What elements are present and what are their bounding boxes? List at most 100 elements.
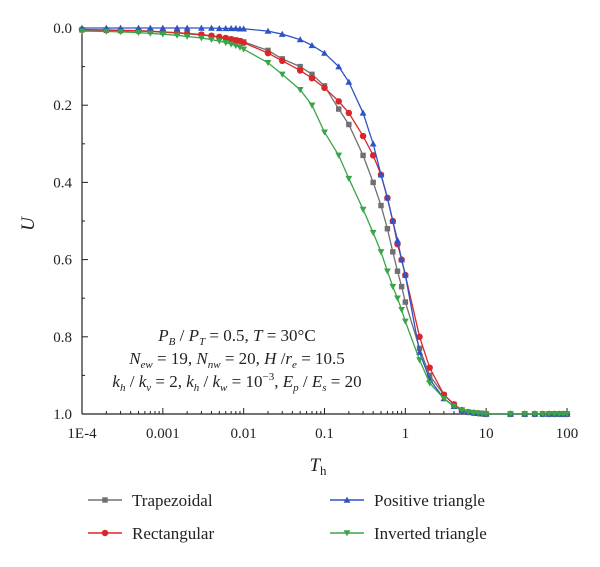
data-point [279,57,286,65]
data-point [159,24,167,31]
legend-label: Inverted triangle [374,524,487,543]
data-point [135,29,142,37]
x-tick-label: 100 [556,426,579,442]
data-point [345,78,353,85]
y-tick-label: 0.2 [53,98,72,114]
x-tick-label: 0.1 [315,426,334,442]
data-point [563,411,571,418]
y-tick-label: 0.6 [53,253,72,269]
data-point [507,411,514,418]
data-point [308,74,316,82]
data-point [369,140,377,147]
data-point [309,71,315,78]
x-axis-title-main: T [309,455,321,476]
data-point [384,268,391,275]
data-point [369,152,377,159]
legend-item-inverted-triangle: Inverted triangle [330,524,487,543]
data-point [146,30,154,37]
legend-marker [343,530,351,537]
data-point [394,268,401,274]
data-point [240,39,247,46]
data-point [321,84,328,92]
data-point [416,357,423,364]
legend-item-rectangular: Rectangular [88,524,214,543]
legend-marker [102,497,108,503]
legend-marker [343,496,351,503]
data-point [278,30,286,37]
data-point [296,87,304,94]
data-point [222,34,229,42]
legend-label: Positive triangle [374,491,485,510]
data-point [416,348,423,355]
data-point [531,411,539,418]
data-point [450,403,458,410]
data-point [208,24,215,31]
data-point [335,98,342,105]
data-point [117,29,124,36]
data-point [384,226,391,232]
data-point [296,67,304,74]
data-point [401,271,409,278]
data-point [336,106,342,112]
data-point [402,299,409,305]
y-axis-title: U [18,216,39,231]
data-point [335,152,343,159]
data-point [222,24,230,32]
data-point [390,249,396,255]
data-point [222,39,230,47]
data-point [398,256,406,263]
data-point [359,109,367,116]
data-point [346,121,352,128]
data-point [102,28,110,35]
data-point [232,24,240,32]
x-tick-label: 0.01 [231,426,257,442]
data-point [398,307,406,314]
data-point [378,202,384,209]
data-point [308,41,316,49]
data-point [232,43,240,50]
data-point [308,102,316,109]
data-point [521,411,529,418]
series-inverted-triangle [78,28,571,418]
x-axis-title-sub: h [320,463,327,478]
data-point [426,380,434,387]
annotation-line-1: PB / PT = 0.5, T = 30°C [157,326,315,348]
y-tick-label: 0.0 [53,21,72,37]
data-point [264,49,272,57]
annotation-line-2: New = 19, Nnw = 20, H /re = 10.5 [128,349,345,371]
legend-marker [101,529,109,537]
annotation-line-3: kh / kv = 2, kh / kw = 10−3, Ep / Es = 2… [112,371,361,394]
data-point [321,129,328,136]
data-point [389,283,397,291]
data-point [173,32,181,39]
data-point [370,179,376,186]
data-point [198,24,205,31]
y-tick-label: 1.0 [53,407,72,423]
data-point [482,411,490,418]
data-point [236,44,244,51]
data-point [240,46,248,53]
x-tick-label: 1E-4 [67,426,97,442]
y-tick-label: 0.4 [53,175,72,191]
data-point [369,229,377,236]
data-point [394,236,401,244]
data-point [401,318,409,325]
legend-label: Rectangular [132,524,214,543]
y-tick-label: 0.8 [53,330,72,346]
data-point [215,38,223,45]
data-point [198,35,205,42]
x-tick-label: 10 [479,426,494,442]
data-point [398,283,405,290]
data-point [335,63,343,70]
data-point [551,411,558,418]
data-point [394,295,401,302]
data-point [208,36,215,43]
data-point [240,25,248,32]
data-point [173,24,181,31]
data-point [264,60,272,67]
data-point [426,364,433,371]
data-point [384,194,391,201]
data-point [359,206,367,213]
data-point [440,395,448,402]
